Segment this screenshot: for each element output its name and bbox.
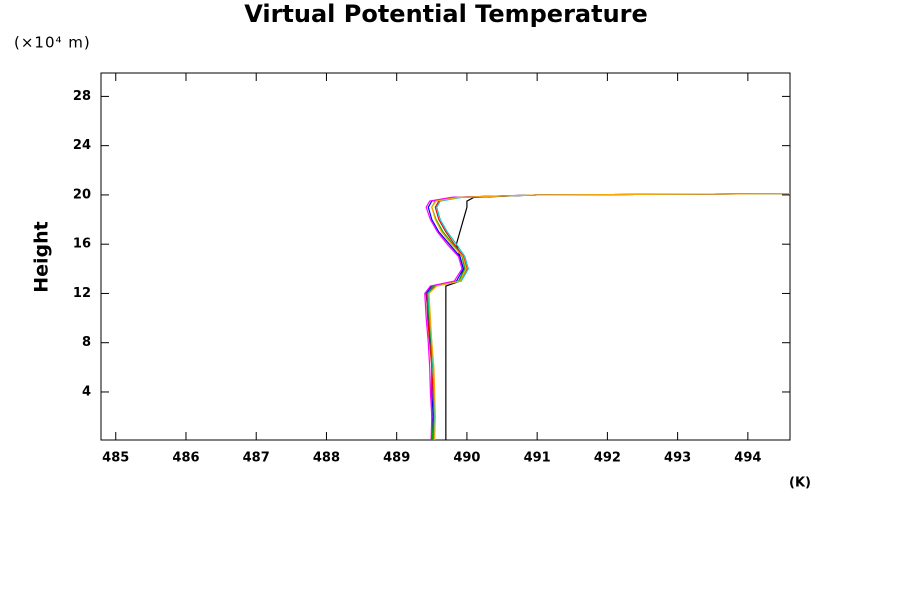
x-tick-label: 487 <box>243 451 270 466</box>
y-axis-label: Height <box>31 221 53 293</box>
profile-line <box>425 193 791 441</box>
y-tick-label: 24 <box>73 138 91 153</box>
x-tick-label: 494 <box>734 451 761 466</box>
x-tick-label: 492 <box>594 451 621 466</box>
profile-line <box>424 193 791 441</box>
chart-title: Virtual Potential Temperature <box>244 0 648 28</box>
y-tick-label: 4 <box>82 384 91 399</box>
x-tick-label: 493 <box>664 451 691 466</box>
profile-line <box>445 193 791 440</box>
y-tick-label: 8 <box>82 335 91 350</box>
profile-line <box>427 193 791 441</box>
profile-line <box>426 193 791 441</box>
y-tick-label: 12 <box>73 286 91 301</box>
profile-line <box>428 193 791 441</box>
profile-line <box>426 193 791 441</box>
y-tick-label: 16 <box>73 237 91 252</box>
y-unit: (×10⁴ m) <box>14 34 91 52</box>
x-tick-label: 489 <box>383 451 410 466</box>
x-tick-label: 485 <box>102 451 129 466</box>
x-axis-label: (K) <box>789 476 811 491</box>
x-tick-label: 490 <box>453 451 480 466</box>
x-tick-label: 491 <box>524 451 551 466</box>
y-tick-label: 28 <box>73 89 91 104</box>
x-tick-label: 486 <box>172 451 199 466</box>
x-tick-label: 488 <box>313 451 340 466</box>
y-tick-label: 20 <box>73 187 91 202</box>
